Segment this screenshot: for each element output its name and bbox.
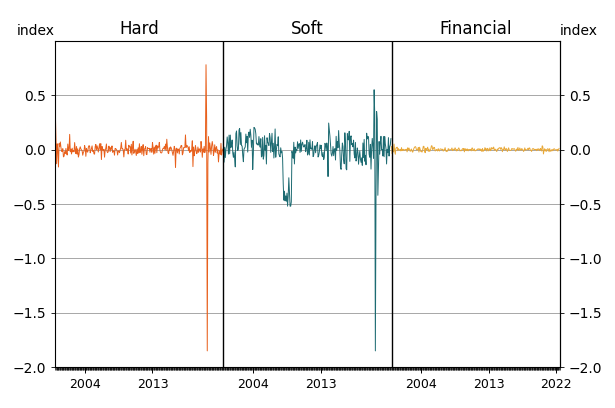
- Text: index: index: [17, 24, 55, 38]
- Text: index: index: [560, 24, 598, 38]
- Text: Financial: Financial: [439, 20, 512, 38]
- Text: Soft: Soft: [291, 20, 324, 38]
- Text: Hard: Hard: [119, 20, 159, 38]
